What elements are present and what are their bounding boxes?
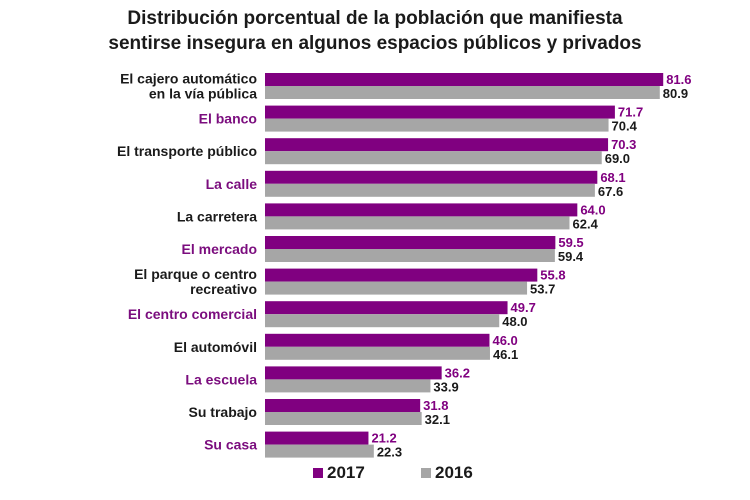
category-label: Su trabajo <box>189 404 257 420</box>
bar-2016 <box>265 444 374 458</box>
bar-2016 <box>265 86 660 99</box>
value-label-2017: 55.8 <box>540 268 565 283</box>
bar-2017 <box>265 399 421 412</box>
value-label-2016: 69.0 <box>605 151 630 166</box>
value-label-2016: 62.4 <box>573 216 599 231</box>
bar-2017 <box>265 431 369 445</box>
bar-2016 <box>265 216 570 230</box>
value-label-2016: 22.3 <box>377 445 402 460</box>
value-label-2016: 32.1 <box>425 412 450 427</box>
value-label-2017: 49.7 <box>511 300 536 315</box>
value-label-2016: 67.6 <box>598 184 623 199</box>
bar-2017 <box>265 73 664 86</box>
bar-2017 <box>265 170 598 184</box>
bar-2017 <box>265 366 442 380</box>
legend-label-2016: 2016 <box>435 463 473 482</box>
bar-2017 <box>265 203 578 217</box>
bar-2016 <box>265 379 431 393</box>
value-label-2016: 53.7 <box>530 282 555 297</box>
category-label: El cajero automático <box>120 71 257 87</box>
value-label-2016: 59.4 <box>558 249 584 264</box>
category-label: El automóvil <box>174 339 257 355</box>
value-label-2017: 21.2 <box>371 431 396 446</box>
category-label: El parque o centro <box>134 266 257 282</box>
legend-swatch-2016 <box>421 468 431 478</box>
value-label-2017: 64.0 <box>580 202 605 217</box>
value-label-2017: 81.6 <box>666 72 691 87</box>
category-label: La carretera <box>177 208 257 224</box>
category-label: El transporte público <box>117 143 257 159</box>
category-label: Su casa <box>204 437 257 453</box>
legend-swatch-2017 <box>313 468 323 478</box>
value-label-2016: 80.9 <box>663 86 688 101</box>
value-label-2017: 68.1 <box>600 170 625 185</box>
value-label-2016: 70.4 <box>612 119 638 134</box>
bar-2016 <box>265 118 609 132</box>
value-label-2017: 31.8 <box>423 398 448 413</box>
value-label-2016: 46.1 <box>493 347 518 362</box>
category-label: recreativo <box>190 281 257 297</box>
category-label: El banco <box>199 111 257 127</box>
bar-2016 <box>265 314 500 328</box>
bar-2016 <box>265 281 528 295</box>
value-label-2017: 36.2 <box>445 365 470 380</box>
bar-2017 <box>265 301 508 315</box>
bar-2016 <box>265 249 555 262</box>
value-label-2016: 48.0 <box>502 314 527 329</box>
value-label-2017: 70.3 <box>611 137 636 152</box>
category-label: El centro comercial <box>128 306 257 322</box>
value-label-2016: 33.9 <box>433 379 458 394</box>
chart-title-line-1: Distribución porcentual de la población … <box>127 8 623 29</box>
value-label-2017: 71.7 <box>618 105 643 120</box>
bar-2017 <box>265 236 556 249</box>
legend-label-2017: 2017 <box>327 463 365 482</box>
value-label-2017: 46.0 <box>492 333 517 348</box>
chart-title: Distribución porcentual de la población … <box>0 6 750 56</box>
bar-2016 <box>265 412 422 425</box>
chart-title-line-2: sentirse insegura en algunos espacios pú… <box>108 33 642 54</box>
category-label: La calle <box>206 176 258 192</box>
bar-2016 <box>265 183 595 197</box>
category-label: en la vía pública <box>149 86 257 102</box>
bar-2017 <box>265 268 538 282</box>
bar-2017 <box>265 333 490 347</box>
category-label: La escuela <box>185 371 257 387</box>
bar-2016 <box>265 346 490 360</box>
bar-2017 <box>265 105 615 119</box>
value-label-2017: 59.5 <box>558 235 583 250</box>
category-label: El mercado <box>182 241 257 257</box>
bar-2017 <box>265 138 609 152</box>
bar-2016 <box>265 151 602 165</box>
